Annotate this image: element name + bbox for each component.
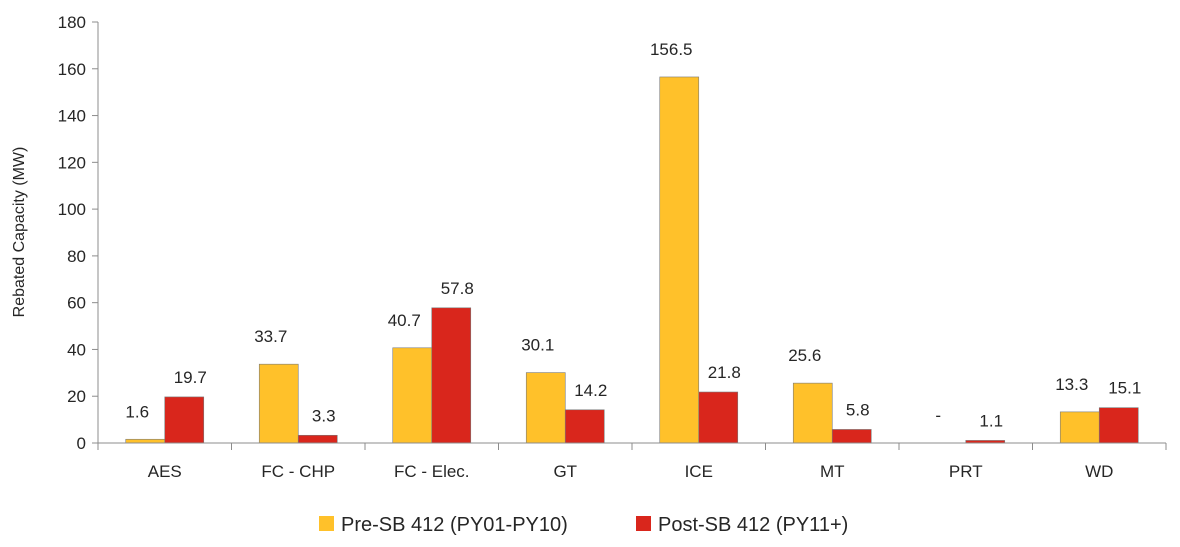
data-label: 21.8 [708, 363, 741, 382]
bar-post-0 [164, 396, 205, 444]
y-tick-label: 40 [67, 340, 86, 359]
x-category-label: GT [553, 462, 577, 481]
bar-pre-3 [525, 372, 566, 444]
data-label: 5.8 [846, 400, 870, 419]
bar-pre-0 [125, 438, 166, 444]
data-label: 1.6 [125, 402, 149, 421]
bar-post-2 [431, 307, 472, 444]
x-category-label: AES [148, 462, 182, 481]
bar-post-4 [698, 391, 739, 444]
y-tick-label: 0 [77, 434, 86, 453]
legend: Pre-SB 412 (PY01-PY10) Post-SB 412 (PY11+… [319, 514, 848, 536]
x-category-label: FC - Elec. [394, 462, 470, 481]
data-label: 3.3 [312, 406, 336, 425]
bar-pre-7 [1059, 411, 1100, 444]
y-axis-ticks: 0 20 40 60 80 100 120 140 160 180 [58, 13, 98, 453]
bar-post-5 [831, 429, 872, 444]
data-label: 19.7 [174, 368, 207, 387]
data-label: - [935, 406, 941, 425]
data-label: 14.2 [574, 381, 607, 400]
y-tick-label: 80 [67, 247, 86, 266]
y-axis-title: Rebated Capacity (MW) [11, 147, 28, 318]
bar-pre-5 [792, 382, 833, 444]
y-tick-label: 140 [58, 107, 86, 126]
data-label: 156.5 [650, 40, 693, 59]
x-category-label: WD [1085, 462, 1113, 481]
legend-label: Post-SB 412 (PY11+) [658, 514, 848, 536]
x-category-label: MT [820, 462, 845, 481]
data-labels: 1.6 19.7 33.7 3.3 40.7 57.8 30.1 14.2 156.5 21.8 2… [125, 40, 1141, 430]
data-label: 15.1 [1108, 379, 1141, 398]
x-axis-categories: AES FC - CHP FC - Elec. GT ICE MT PRT WD [97, 443, 1167, 481]
data-label: 33.7 [254, 327, 287, 346]
legend-swatch [319, 516, 334, 531]
data-label: 40.7 [388, 311, 421, 330]
legend-swatch [636, 516, 651, 531]
data-label: 30.1 [521, 336, 554, 355]
axes [97, 22, 1166, 444]
y-tick-label: 160 [58, 60, 86, 79]
bar-post-7 [1098, 407, 1139, 444]
legend-label: Pre-SB 412 (PY01-PY10) [341, 514, 568, 536]
bar-pre-2 [392, 347, 433, 444]
data-label: 13.3 [1055, 375, 1088, 394]
x-category-label: ICE [685, 462, 713, 481]
bar-series [125, 76, 1139, 444]
x-category-label: FC - CHP [261, 462, 335, 481]
y-tick-label: 180 [58, 13, 86, 32]
data-label: 57.8 [441, 279, 474, 298]
bar-pre-4 [659, 76, 700, 444]
bar-post-1 [297, 434, 338, 444]
bar-pre-1 [258, 363, 299, 444]
data-label: 1.1 [979, 411, 1003, 430]
data-label: 25.6 [788, 346, 821, 365]
y-tick-label: 20 [67, 387, 86, 406]
y-tick-label: 60 [67, 294, 86, 313]
y-tick-label: 120 [58, 153, 86, 172]
x-category-label: PRT [949, 462, 983, 481]
bar-post-3 [564, 409, 605, 444]
y-tick-label: 100 [58, 200, 86, 219]
